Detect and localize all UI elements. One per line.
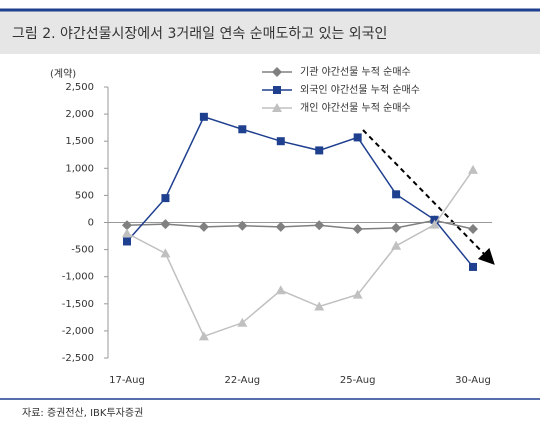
series-line	[126, 219, 474, 230]
marker	[238, 125, 247, 134]
marker	[392, 190, 401, 199]
y-tick-label: 1,500	[65, 136, 94, 147]
marker	[469, 262, 477, 271]
marker	[391, 222, 402, 233]
marker	[314, 220, 325, 231]
x-tick-label: 17-Aug	[109, 375, 145, 386]
marker	[198, 221, 209, 232]
marker	[353, 133, 362, 142]
marker	[160, 248, 171, 258]
legend-marker	[272, 103, 282, 112]
y-tick-label: -1,500	[62, 299, 94, 310]
series-line	[126, 169, 474, 338]
marker	[198, 331, 209, 341]
marker	[237, 220, 248, 231]
y-tick-label: -500	[71, 245, 94, 256]
marker	[391, 240, 402, 250]
marker	[468, 224, 478, 235]
y-tick-label: 2,000	[65, 109, 94, 120]
y-axis-label: (계약)	[50, 68, 76, 80]
trend-arrow	[362, 129, 495, 265]
y-tick-label: -1,000	[62, 272, 94, 283]
marker	[352, 289, 363, 299]
marker	[161, 194, 170, 203]
y-tick-label: -2,000	[62, 326, 94, 337]
series-line	[126, 115, 474, 268]
y-tick-label: 500	[75, 190, 94, 201]
marker	[122, 228, 132, 238]
source: 자료: 증권전산, IBK투자증권	[22, 407, 143, 419]
marker	[275, 285, 286, 295]
marker	[160, 219, 171, 230]
legend-label: 외국인 야간선물 누적 순매수	[300, 84, 420, 96]
title-box	[0, 10, 540, 54]
marker	[237, 317, 248, 327]
marker	[122, 220, 132, 231]
y-tick-label: 1,000	[65, 163, 94, 174]
marker	[199, 112, 208, 121]
x-tick-label: 25-Aug	[340, 375, 376, 386]
marker	[315, 146, 324, 155]
y-tick-label: 2,500	[65, 82, 94, 93]
chart-title: 그림 2. 야간선물시장에서 3거래일 연속 순매도하고 있는 외국인	[12, 26, 387, 42]
y-tick-label: 0	[88, 218, 94, 229]
legend-label: 기관 야간선물 누적 순매수	[300, 66, 411, 78]
x-tick-label: 22-Aug	[225, 375, 261, 386]
marker	[352, 224, 363, 235]
marker	[429, 219, 440, 229]
marker	[314, 301, 325, 311]
marker	[468, 164, 478, 174]
legend-marker	[272, 67, 282, 77]
legend-label: 개인 야간선물 누적 순매수	[300, 102, 411, 114]
y-tick-label: -2,500	[62, 353, 94, 364]
marker	[275, 221, 286, 232]
marker	[276, 137, 285, 146]
marker	[123, 237, 131, 246]
x-tick-label: 30-Aug	[455, 375, 491, 386]
legend-marker	[273, 86, 281, 94]
